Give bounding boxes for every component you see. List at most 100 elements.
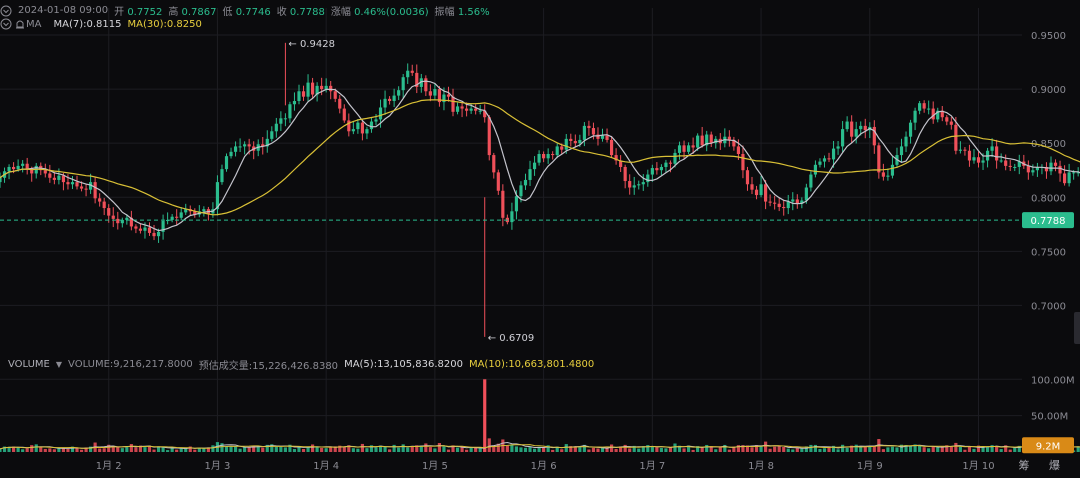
volume-bar [496,443,500,452]
candle-body [827,158,831,160]
candle-body [976,157,981,163]
volume-bar [827,447,831,452]
collapse-chevron-icon[interactable] [0,5,12,17]
volume-bar [1013,447,1017,452]
volume-bar [967,446,972,452]
volume-ma10: MA(10):10,663,801.4800 [468,359,595,370]
volume-bar [714,449,718,452]
high-label: 高 [168,7,179,18]
volume-bar [283,447,287,452]
candle-body [383,98,387,108]
candle-body [283,118,287,120]
volume-bar [129,444,133,452]
volume-bar [220,443,224,452]
volume-bar [668,447,673,452]
candle-body [605,135,609,140]
candle-body [215,182,220,210]
volume-bar [931,446,935,452]
candle-body [949,121,953,125]
volume-bar [274,446,278,452]
candle-body [587,125,591,129]
candle-body [791,199,795,202]
volume-bar [288,444,292,452]
indicator-settings-icon[interactable] [0,18,12,30]
candle-body [365,129,369,134]
volume-bar [238,448,242,452]
volume-bar [256,445,260,452]
open-label: 开 [114,7,125,18]
volume-bar [976,445,981,452]
volume-bar [211,445,215,452]
candle-body [564,138,568,150]
candle-body [800,200,804,204]
volume-bar [718,446,722,452]
close-value: 0.7788 [289,7,325,18]
volume-bar [777,446,781,452]
candle-body [329,85,333,92]
time-tick-label: 1月 9 [857,460,883,472]
volume-bar [691,449,695,452]
candle-body [600,135,605,139]
candle-body [727,136,731,140]
volume-bar [492,445,496,452]
candle-body [628,181,632,188]
candle-body [57,175,61,180]
candle-body [12,166,16,170]
change-label: 涨幅 [330,7,351,18]
candle-body [442,94,446,103]
volume-bar [809,444,813,452]
volume-bar [292,449,297,452]
candle-body [555,146,559,156]
candle-body [686,145,691,152]
candle-body [510,211,514,223]
candle-body [102,201,106,209]
visibility-icon[interactable] [14,18,26,30]
candle-body [7,166,11,172]
volume-legend: VOLUME ▼ VOLUME:9,216,217.8000 预估成交量:15,… [8,357,594,372]
candle-body [320,85,324,90]
candle-body [401,77,405,91]
volume-ma10-line [0,444,1080,450]
volume-bar [863,446,867,452]
volume-dropdown-icon[interactable]: ▼ [55,360,63,369]
volume-indicator-name[interactable]: VOLUME [8,359,50,370]
volume-bar [351,448,355,452]
volume-bar [532,448,537,452]
volume-bar [908,446,913,452]
candle-body [655,168,659,171]
volume-bar [546,445,550,452]
candle-body [52,177,56,180]
panel-resize-handle[interactable] [1074,312,1080,344]
candle-body [378,107,383,120]
volume-bar [605,447,609,452]
volume-bar [57,447,61,452]
candle-body [279,118,283,124]
volume-bar [682,448,686,452]
candle-body [1049,162,1053,172]
volume-bar [872,445,876,452]
candle-body [845,121,849,130]
volume-bar [727,449,731,452]
volume-bar [388,449,392,452]
candle-body [818,161,822,165]
volume-bar [940,446,944,452]
ohlc-legend: 2024-01-08 09:00 开 0.7752 高 0.7867 低 0.7… [0,3,490,18]
volume-bar [890,446,895,452]
candle-body [863,125,867,131]
candle-body [30,169,34,174]
candle-body [179,212,183,218]
candle-body [777,203,781,207]
volume-bar [673,443,677,452]
volume-bar [600,447,605,452]
corner-tools[interactable]: 筹 爆 [1018,459,1068,472]
candle-body [1053,162,1058,166]
price-tick-label: 0.8000 [1031,193,1066,204]
candle-body [809,174,813,188]
volume-bar [523,447,528,452]
candle-body [25,163,29,170]
candle-body [750,184,754,190]
volume-bar [310,444,315,452]
candle-body [356,122,360,130]
volume-bar [184,448,188,452]
